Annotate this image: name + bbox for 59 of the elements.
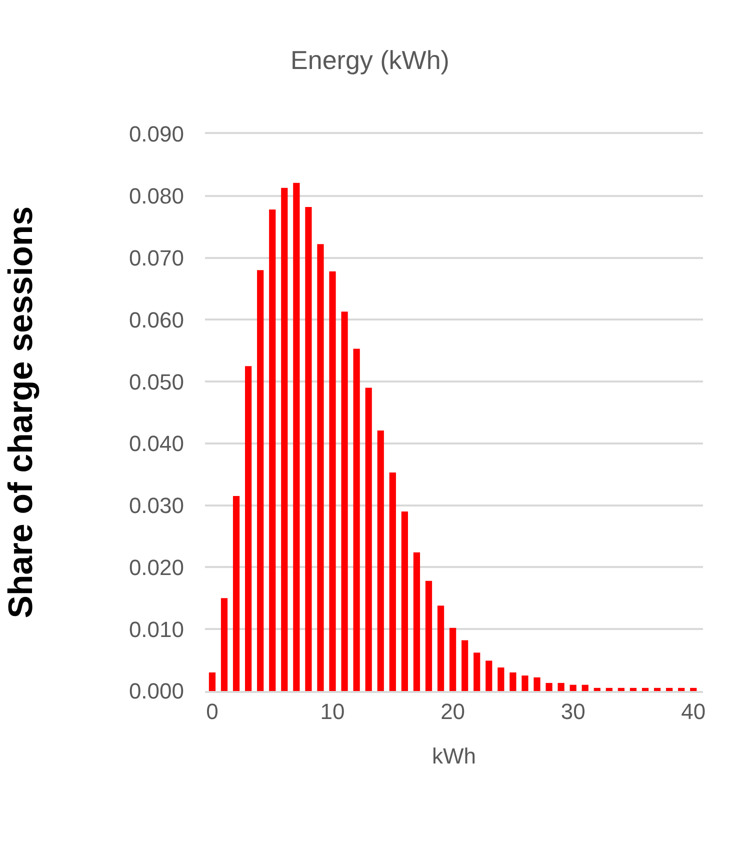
bar <box>413 552 420 691</box>
bar <box>498 667 504 691</box>
bar <box>522 676 528 691</box>
bar <box>534 677 540 691</box>
y-tick-label: 0.020 <box>128 554 184 580</box>
bar <box>437 606 444 691</box>
bar <box>220 598 228 691</box>
bar <box>570 684 576 691</box>
bar <box>269 210 276 691</box>
y-tick-label: 0.000 <box>128 678 184 704</box>
x-tick-label: 40 <box>681 699 706 724</box>
bar <box>666 688 673 691</box>
bar <box>389 472 396 691</box>
bar <box>305 207 312 691</box>
bar <box>353 348 360 691</box>
bar <box>293 182 300 691</box>
x-axis-title: kWh <box>432 744 476 769</box>
y-tick-label: 0.050 <box>128 369 184 394</box>
bar <box>245 366 252 691</box>
x-tick-label: 10 <box>320 699 345 724</box>
bar <box>510 672 516 691</box>
bar <box>594 688 600 691</box>
bar <box>474 652 480 691</box>
bar <box>606 688 612 691</box>
bar <box>486 660 492 691</box>
bar <box>232 496 240 691</box>
bar <box>449 628 456 691</box>
bar <box>377 430 384 691</box>
bar <box>642 688 649 691</box>
y-tick-label: 0.080 <box>128 184 184 209</box>
bar <box>630 688 637 691</box>
bar <box>341 312 348 691</box>
x-tick-label: 0 <box>206 699 218 724</box>
bar <box>546 682 552 691</box>
x-tick-label: 30 <box>560 699 586 724</box>
y-tick-label: 0.070 <box>128 245 184 270</box>
bar <box>317 244 324 691</box>
y-axis-title: Share of charge sessions <box>2 206 40 618</box>
bar <box>425 580 432 691</box>
bar <box>257 270 264 691</box>
bar <box>558 682 564 691</box>
y-tick-label: 0.030 <box>128 493 184 518</box>
bar <box>582 684 588 691</box>
bar <box>208 672 216 691</box>
bar <box>654 688 661 691</box>
y-tick-label: 0.060 <box>128 307 184 332</box>
bar <box>678 688 685 691</box>
y-tick-label: 0.010 <box>128 616 184 642</box>
x-tick-label: 20 <box>440 699 466 724</box>
chart-title: Energy (kWh) <box>290 45 450 76</box>
y-tick-label: 0.090 <box>128 122 184 147</box>
bar <box>618 688 625 691</box>
bar <box>401 512 408 691</box>
y-tick-label: 0.040 <box>128 431 184 456</box>
bar <box>690 688 697 691</box>
bar <box>281 188 288 691</box>
bar <box>365 388 372 691</box>
bar <box>462 640 468 691</box>
bar <box>329 271 336 691</box>
